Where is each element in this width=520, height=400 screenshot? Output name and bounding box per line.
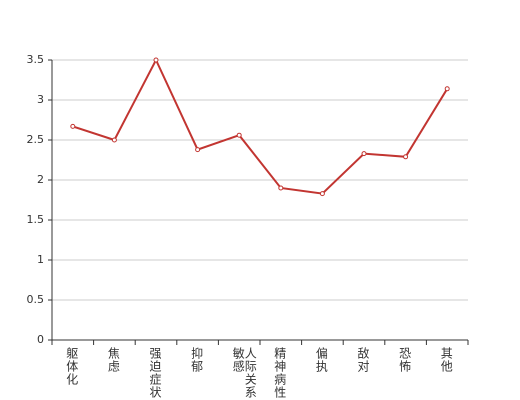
- point: [70, 123, 76, 129]
- y-tick-label: 2.5: [27, 133, 45, 146]
- x-tick-label: 精神病性: [272, 347, 287, 399]
- point: [403, 154, 409, 160]
- point: [236, 132, 242, 138]
- x-tick-label: 其他: [439, 347, 454, 373]
- y-tick-label: 3: [37, 93, 44, 106]
- x-tick-label: 敌对: [356, 347, 370, 373]
- x-tick-label: 人际关系敏感: [231, 347, 258, 399]
- point: [361, 151, 367, 157]
- x-tick-label: 强迫症状: [148, 347, 162, 399]
- line: [72, 57, 449, 195]
- x-tick-label: 焦虑: [106, 347, 121, 373]
- x-tick-label: 抑郁: [189, 347, 204, 373]
- point: [319, 191, 325, 197]
- point: [195, 147, 201, 153]
- y-tick-label: 1.5: [27, 213, 45, 226]
- point: [111, 137, 117, 143]
- point: [278, 185, 284, 191]
- y-tick-label: 3.5: [27, 53, 45, 66]
- y-tick-label: 0: [37, 333, 44, 346]
- y-tick-label: 1: [37, 253, 44, 266]
- x-tick-label: 偏执: [314, 347, 329, 373]
- x-tick-label: 躯体化: [64, 347, 79, 386]
- y-tick-label: 2: [37, 173, 44, 186]
- point: [153, 57, 159, 63]
- x-tick-label: 恐怖: [397, 347, 412, 373]
- y-tick-label: 0.5: [27, 293, 45, 306]
- point: [444, 86, 450, 92]
